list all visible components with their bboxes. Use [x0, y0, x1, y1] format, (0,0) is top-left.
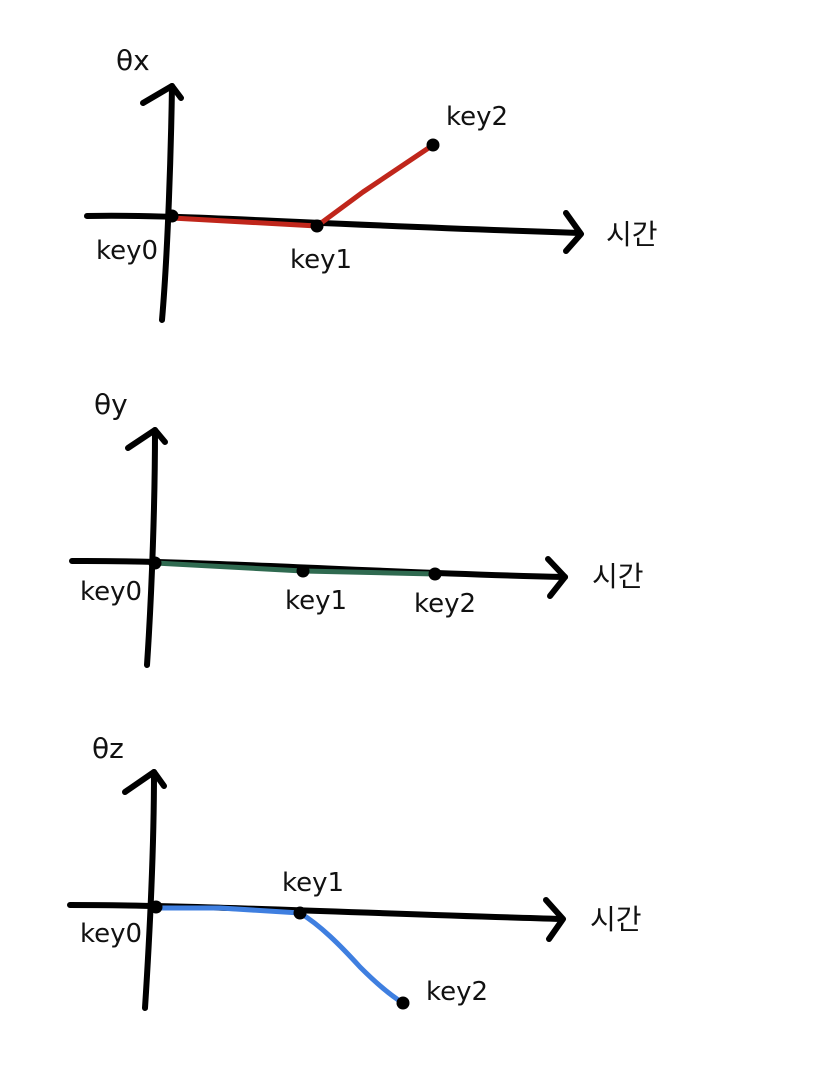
vertical-axis — [144, 427, 158, 668]
vertical-axis-arrowhead — [125, 427, 168, 451]
time-axis — [69, 557, 568, 580]
time-axis-label: 시간 — [592, 560, 644, 593]
keyframe-dot-key2 — [426, 138, 440, 152]
keyframe-dot-key0 — [149, 900, 163, 914]
axis-title-theta-x: θx — [116, 44, 150, 77]
key1-label: key1 — [290, 245, 352, 275]
key1-label: key1 — [282, 868, 344, 898]
keyframe-dot-key1 — [293, 906, 307, 920]
graph-theta-x: θx 시간 key0 key1 key2 — [84, 44, 658, 323]
keyframe-dot-key0 — [165, 209, 179, 223]
time-axis-arrowhead — [563, 210, 584, 254]
keyframe-dot-key1 — [310, 219, 324, 233]
time-axis-label: 시간 — [590, 903, 642, 936]
time-axis — [84, 212, 583, 236]
key0-label: key0 — [80, 919, 142, 949]
vertical-axis-arrowhead — [140, 83, 184, 106]
key0-label: key0 — [96, 236, 158, 266]
theta-x-curve — [169, 142, 436, 229]
axis-title-theta-z: θz — [92, 732, 124, 765]
time-axis-label: 시간 — [606, 218, 658, 251]
vertical-axis — [159, 83, 175, 323]
keyframe-dot-key2 — [428, 567, 442, 581]
time-axis-arrowhead — [545, 556, 568, 599]
key2-label: key2 — [414, 589, 476, 619]
time-axis — [67, 902, 565, 922]
theta-z-curve — [153, 905, 406, 1006]
keyframe-dot-key1 — [296, 564, 310, 578]
key0-label: key0 — [80, 577, 142, 607]
graph-theta-y: θy 시간 key0 key1 key2 — [69, 388, 644, 668]
keyframe-dot-key0 — [148, 556, 162, 570]
keyframe-dot-key2 — [396, 996, 410, 1010]
time-axis-arrowhead — [543, 897, 566, 942]
key2-label: key2 — [446, 102, 508, 132]
key1-label: key1 — [285, 586, 347, 616]
axis-title-theta-y: θy — [94, 388, 128, 421]
graph-theta-z: θz 시간 key0 key1 key2 — [67, 732, 642, 1011]
key2-label: key2 — [426, 977, 488, 1007]
vertical-axis-arrowhead — [122, 769, 167, 795]
vertical-axis — [142, 769, 157, 1011]
